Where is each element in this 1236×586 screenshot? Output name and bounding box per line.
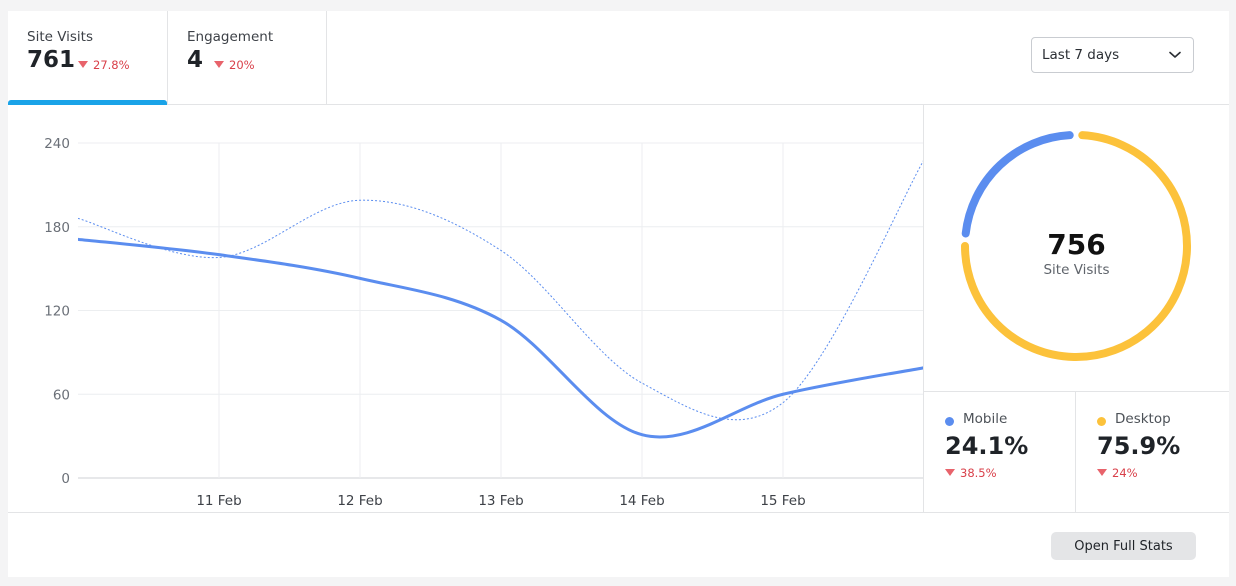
donut-total-value: 756 [1047,228,1106,261]
tab-value: 4 [187,47,204,73]
stat-label: Desktop [1115,411,1171,427]
donut-chart: 756 Site Visits [924,105,1229,392]
series-line-dotted [78,160,923,421]
stats-card: Site Visits 761 27.8% Engagement 4 20% L… [8,11,1229,577]
stat-value: 75.9% [1097,432,1181,460]
tab-label: Engagement [187,29,274,45]
x-tick-label: 13 Feb [478,493,523,509]
stat-delta-text: 38.5% [960,466,997,480]
stat-delta: 24% [1097,466,1138,480]
chevron-down-icon [1169,51,1181,58]
open-full-stats-button[interactable]: Open Full Stats [1051,532,1196,560]
x-tick-label: 11 Feb [196,493,241,509]
series-line-solid [78,237,923,439]
tab-delta-text: 27.8% [93,58,130,72]
y-tick-label: 60 [53,387,70,403]
donut-total-label: Site Visits [1043,262,1110,278]
date-range-value: Last 7 days [1042,47,1120,63]
stat-delta-text: 24% [1112,466,1138,480]
y-tick-label: 240 [44,136,70,152]
y-tick-label: 180 [44,220,70,236]
donut-segment-mobile [961,131,1074,238]
stats-header: Site Visits 761 27.8% Engagement 4 20% L… [8,11,1229,105]
tab-engagement[interactable]: Engagement 4 20% [168,11,327,104]
down-triangle-icon [945,469,955,476]
legend-dot [945,417,954,426]
tab-label: Site Visits [27,29,94,45]
stats-footer: Open Full Stats [8,512,1229,578]
stat-label: Mobile [963,411,1008,427]
down-triangle-icon [214,61,224,68]
tab-delta-text: 20% [229,58,255,72]
line-chart: 0 60 120 180 240 11 Feb 12 Feb 13 Feb 14 Feb 15 F… [8,105,924,512]
stat-value: 24.1% [945,432,1029,460]
stat-delta: 38.5% [945,466,997,480]
tab-delta: 27.8% [78,58,130,72]
y-tick-label: 0 [61,471,70,487]
legend-dot [1097,417,1106,426]
down-triangle-icon [78,61,88,68]
tab-delta: 20% [214,58,255,72]
stat-desktop: Desktop 75.9% 24% [1076,392,1229,512]
tab-site-visits[interactable]: Site Visits 761 27.8% [8,11,168,105]
x-tick-label: 14 Feb [619,493,664,509]
tab-value: 761 [27,47,76,73]
y-tick-label: 120 [44,304,70,320]
date-range-select[interactable]: Last 7 days [1031,37,1194,73]
stat-mobile: Mobile 24.1% 38.5% [924,392,1076,512]
active-tab-indicator [8,100,167,105]
x-tick-label: 15 Feb [760,493,805,509]
down-triangle-icon [1097,469,1107,476]
x-tick-label: 12 Feb [337,493,382,509]
donut-segment-desktop [961,131,1191,361]
line-chart-svg: 0 60 120 180 240 11 Feb 12 Feb 13 Feb 14 Feb 15 F… [44,136,923,509]
donut-chart-svg [961,131,1191,361]
